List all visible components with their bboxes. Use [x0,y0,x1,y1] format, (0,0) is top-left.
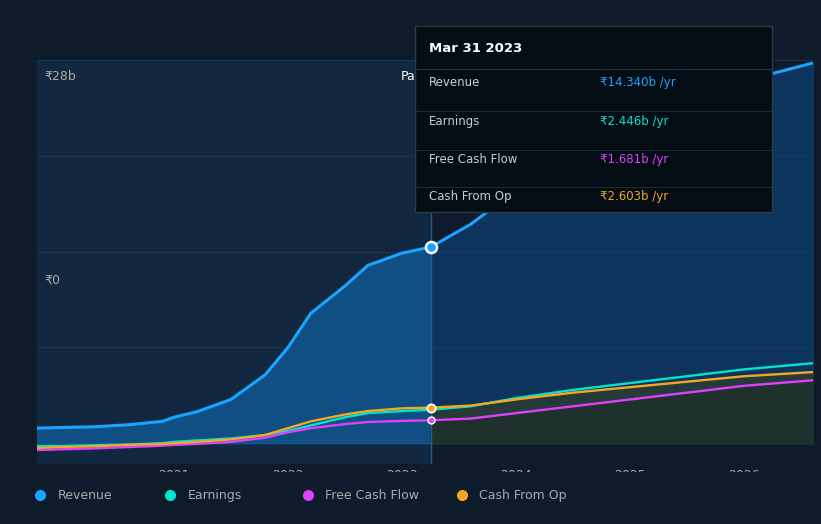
Text: Earnings: Earnings [429,115,480,128]
Text: Mar 31 2023: Mar 31 2023 [429,42,522,55]
Text: Cash From Op: Cash From Op [429,190,511,203]
Text: Revenue: Revenue [429,77,480,90]
Bar [37,60,430,464]
Text: Free Cash Flow: Free Cash Flow [325,489,420,501]
Bar [430,60,813,464]
Text: Past: Past [401,70,427,83]
Text: ₹14.340b /yr: ₹14.340b /yr [600,77,676,90]
Text: ₹0: ₹0 [44,274,61,287]
Text: ₹2.446b /yr: ₹2.446b /yr [600,115,669,128]
Text: Earnings: Earnings [187,489,241,501]
Text: Cash From Op: Cash From Op [479,489,566,501]
Text: ₹1.681b /yr: ₹1.681b /yr [600,152,668,166]
Text: Free Cash Flow: Free Cash Flow [429,152,517,166]
Text: ₹2.603b /yr: ₹2.603b /yr [600,190,668,203]
Text: ₹28b: ₹28b [44,70,76,83]
Text: Revenue: Revenue [57,489,112,501]
Text: Analysts Forecasts: Analysts Forecasts [437,70,553,83]
